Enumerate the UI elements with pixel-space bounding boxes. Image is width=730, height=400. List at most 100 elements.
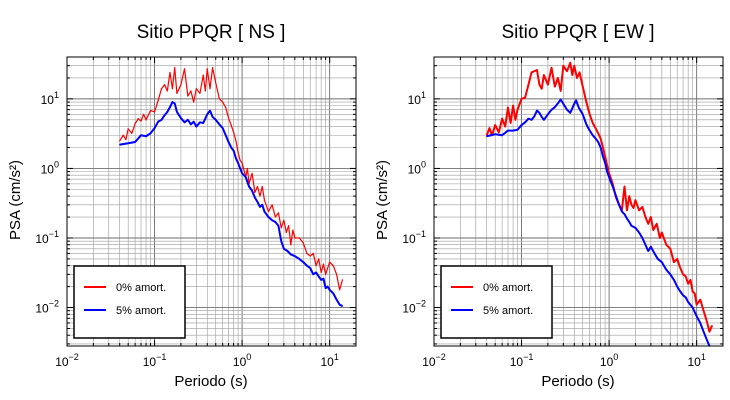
legend-box	[73, 265, 186, 339]
data-point	[277, 225, 280, 227]
data-point	[206, 68, 208, 70]
data-point	[169, 71, 171, 74]
data-point	[211, 116, 214, 118]
data-point	[119, 140, 121, 142]
data-point	[650, 216, 652, 218]
data-point	[573, 65, 575, 67]
data-point	[325, 273, 327, 275]
data-point	[248, 185, 250, 188]
data-point	[254, 197, 256, 199]
data-point	[176, 111, 178, 113]
data-point	[329, 289, 331, 291]
data-point	[541, 88, 543, 90]
data-point	[687, 301, 689, 303]
chart-panel-ew: Sitio PPQR [ EW ] 10−2 10−1 100 101 10−210−…	[374, 22, 724, 390]
data-point	[277, 212, 280, 214]
data-point	[251, 172, 253, 174]
data-point	[592, 134, 594, 136]
data-point	[302, 242, 304, 244]
data-point	[339, 304, 341, 306]
data-point	[125, 138, 127, 141]
data-point	[702, 310, 705, 312]
data-point	[322, 263, 325, 265]
data-point	[679, 267, 681, 269]
data-point	[699, 322, 701, 324]
data-point	[174, 67, 176, 69]
y-tick-label: 100	[41, 159, 59, 176]
data-point	[578, 106, 580, 109]
data-point	[694, 292, 696, 294]
data-point	[227, 141, 230, 143]
data-point	[708, 331, 711, 333]
data-point	[566, 70, 568, 72]
data-point	[341, 305, 344, 307]
y-tick-label: 101	[408, 90, 426, 107]
data-point	[632, 207, 635, 209]
data-point	[134, 141, 136, 143]
data-point	[641, 206, 643, 208]
chart-panel-ns: Sitio PPQR [ NS ] 10−2 10−1 100 101 10−210−…	[7, 22, 357, 390]
data-point	[237, 162, 239, 164]
data-point	[608, 176, 610, 178]
data-point	[320, 279, 322, 281]
data-point	[225, 106, 227, 109]
data-point	[520, 124, 523, 126]
data-point	[318, 275, 320, 278]
data-point	[325, 287, 327, 289]
data-point	[665, 269, 667, 271]
data-point	[647, 223, 649, 225]
data-point	[202, 74, 204, 76]
data-point	[127, 142, 129, 144]
data-point	[647, 250, 649, 252]
data-point	[547, 113, 549, 115]
axis-ticks	[433, 56, 724, 346]
data-point	[592, 122, 594, 124]
data-point	[222, 101, 224, 103]
data-point	[145, 135, 147, 137]
data-point	[160, 119, 163, 121]
data-point	[699, 299, 701, 301]
y-tick-label: 100	[408, 159, 426, 176]
data-point	[332, 265, 334, 267]
data-point	[195, 88, 197, 90]
data-point	[689, 279, 692, 281]
data-point	[630, 204, 633, 206]
data-point	[283, 248, 285, 250]
data-point	[656, 223, 658, 225]
data-point	[615, 195, 617, 197]
data-point	[543, 74, 545, 76]
data-point	[230, 146, 232, 149]
data-point	[673, 261, 675, 263]
data-point	[218, 123, 220, 125]
data-point	[507, 106, 509, 109]
data-point	[237, 151, 239, 153]
data-point	[166, 90, 168, 92]
data-point	[140, 120, 142, 122]
data-point	[514, 119, 516, 121]
data-point	[696, 304, 698, 306]
data-point	[494, 133, 496, 135]
data-point	[259, 195, 261, 197]
data-point	[618, 204, 620, 206]
data-point	[149, 109, 152, 112]
data-point	[623, 213, 626, 215]
data-point	[602, 155, 604, 157]
data-point	[582, 86, 584, 88]
data-point	[554, 86, 556, 88]
data-point	[536, 69, 538, 71]
data-point	[547, 84, 549, 86]
data-point	[309, 267, 311, 269]
data-point	[206, 113, 208, 115]
data-point	[140, 134, 142, 136]
data-point	[562, 103, 564, 105]
data-point	[557, 102, 559, 105]
data-point	[676, 258, 678, 260]
data-point	[571, 74, 573, 76]
data-point	[585, 101, 587, 103]
data-point	[682, 273, 684, 275]
data-point	[235, 140, 237, 142]
legend-label-1: 5% amort.	[483, 305, 533, 317]
data-point	[283, 219, 285, 221]
data-point	[183, 121, 186, 123]
data-point	[254, 191, 256, 194]
